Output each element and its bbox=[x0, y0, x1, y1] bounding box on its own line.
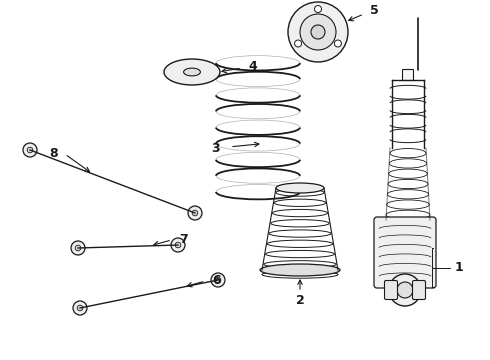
Ellipse shape bbox=[260, 264, 340, 276]
FancyBboxPatch shape bbox=[413, 280, 425, 300]
Text: 3: 3 bbox=[211, 142, 220, 155]
Circle shape bbox=[315, 5, 321, 13]
Circle shape bbox=[389, 274, 421, 306]
Circle shape bbox=[334, 40, 342, 47]
Circle shape bbox=[397, 282, 413, 298]
Text: 5: 5 bbox=[370, 4, 379, 17]
Ellipse shape bbox=[184, 68, 200, 76]
Circle shape bbox=[75, 245, 81, 251]
Circle shape bbox=[188, 206, 202, 220]
Text: 6: 6 bbox=[213, 274, 221, 288]
Circle shape bbox=[77, 305, 83, 311]
FancyBboxPatch shape bbox=[374, 217, 436, 288]
Circle shape bbox=[73, 301, 87, 315]
Text: 8: 8 bbox=[49, 148, 58, 161]
Circle shape bbox=[300, 14, 336, 50]
Circle shape bbox=[215, 277, 221, 283]
Ellipse shape bbox=[276, 183, 324, 193]
Circle shape bbox=[171, 238, 185, 252]
Circle shape bbox=[175, 242, 181, 248]
Circle shape bbox=[192, 210, 198, 216]
Circle shape bbox=[27, 147, 33, 153]
Circle shape bbox=[294, 40, 301, 47]
Circle shape bbox=[211, 273, 225, 287]
FancyBboxPatch shape bbox=[385, 280, 397, 300]
Circle shape bbox=[288, 2, 348, 62]
Text: 2: 2 bbox=[295, 293, 304, 306]
FancyBboxPatch shape bbox=[402, 69, 414, 81]
Ellipse shape bbox=[164, 59, 220, 85]
Circle shape bbox=[71, 241, 85, 255]
Text: 7: 7 bbox=[179, 233, 188, 246]
Circle shape bbox=[311, 25, 325, 39]
Text: 1: 1 bbox=[455, 261, 464, 274]
Circle shape bbox=[23, 143, 37, 157]
Text: 4: 4 bbox=[248, 59, 257, 72]
